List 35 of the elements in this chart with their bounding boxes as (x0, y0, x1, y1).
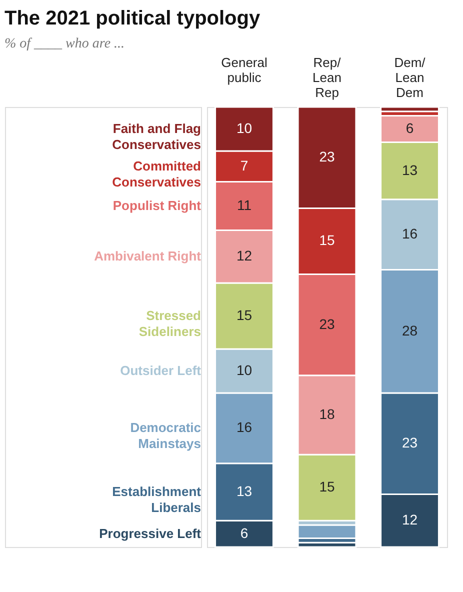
data-label: 16 (402, 226, 418, 242)
series-label: Stressed Sideliners (138, 308, 202, 339)
series-label: Committed Conservatives (112, 158, 202, 190)
data-label: 10 (236, 120, 252, 136)
data-label: 16 (236, 419, 252, 436)
data-label: 11 (236, 197, 252, 213)
data-label: 23 (402, 434, 418, 451)
series-label: Progressive Left (99, 526, 202, 541)
series-label: Democratic Mainstays (130, 420, 201, 452)
data-label: 28 (402, 322, 418, 338)
data-label: 13 (402, 162, 418, 178)
data-label: 15 (319, 232, 335, 248)
chart-title: The 2021 political typology (4, 8, 261, 30)
data-label: 7 (240, 157, 248, 174)
series-label: Faith and Flag Conservatives (112, 121, 202, 152)
series-label: Outsider Left (120, 363, 202, 378)
text: % of ____ who are ... (4, 36, 125, 52)
series-label: Populist Right (112, 198, 202, 213)
data-label: 6 (240, 524, 248, 541)
series-label: Establishment Liberals (112, 484, 202, 515)
data-label: 18 (319, 406, 335, 422)
data-label: 6 (406, 120, 414, 136)
bar (380, 106, 440, 112)
x-tick-label: Rep/Lean Rep (312, 55, 342, 100)
data-label: 10 (236, 362, 252, 378)
series-label: Ambivalent Right (94, 248, 202, 264)
data-label: 23 (319, 316, 335, 332)
data-label: 12 (236, 248, 252, 264)
data-label: 15 (236, 307, 252, 323)
data-label: 13 (236, 483, 252, 499)
x-tick-label: Dem/Lean Dem (394, 55, 426, 100)
data-label: 12 (402, 512, 418, 528)
data-label: 23 (319, 148, 335, 165)
data-label: 15 (319, 478, 335, 495)
x-tick-label: General public (221, 55, 268, 85)
